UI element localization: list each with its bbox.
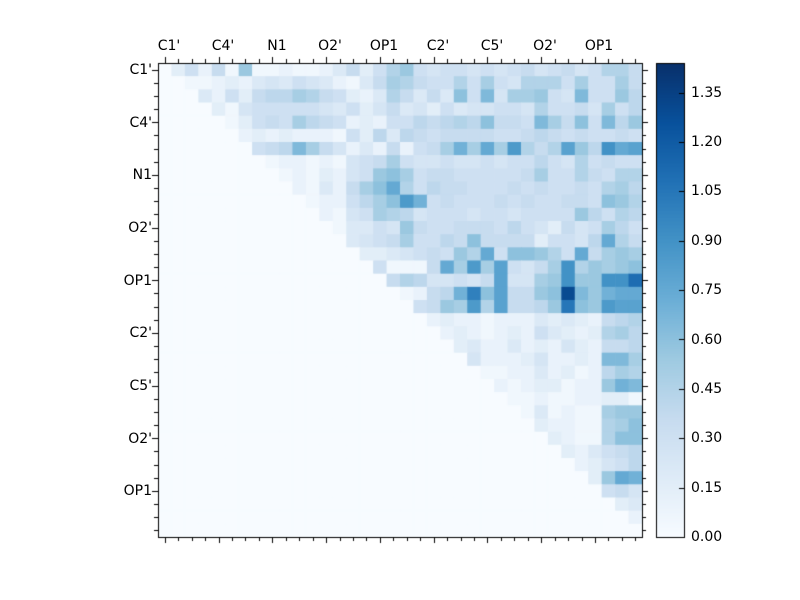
y-axis-label: OP1 <box>123 483 152 499</box>
y-axis-label: O2' <box>128 431 152 447</box>
x-axis-label: C4' <box>211 38 235 54</box>
colorbar-tick-label: 0.30 <box>691 430 723 446</box>
y-axis-label: C5' <box>129 378 152 394</box>
colorbar-tick-label: 1.20 <box>691 134 723 150</box>
colorbar-tick-label: 0.75 <box>691 282 723 298</box>
y-axis-label: C4' <box>129 115 152 131</box>
x-axis-label: N1 <box>267 38 287 54</box>
colorbar-tick-label: 0.00 <box>691 529 723 545</box>
x-axis-label: O2' <box>533 38 557 54</box>
colorbar-tick-label: 0.45 <box>691 381 723 397</box>
x-axis-label: OP1 <box>584 38 614 54</box>
y-axis-label: N1 <box>132 167 152 183</box>
colorbar-tick-label: 1.35 <box>691 85 723 101</box>
x-axis-label: C1' <box>157 38 181 54</box>
x-axis-label: C2' <box>426 38 450 54</box>
colorbar-tick-label: 0.15 <box>691 480 723 496</box>
x-axis-label: OP1 <box>369 38 399 54</box>
y-axis-label: OP1 <box>123 273 152 289</box>
y-axis-label: C2' <box>129 325 152 341</box>
x-axis-label: C5' <box>480 38 504 54</box>
colorbar-tick-label: 1.05 <box>691 183 723 199</box>
y-axis-label: C1' <box>129 62 152 78</box>
colorbar-tick-label: 0.90 <box>691 233 723 249</box>
y-axis-label: O2' <box>128 220 152 236</box>
colorbar-tick-label: 0.60 <box>691 332 723 348</box>
x-axis-label: O2' <box>318 38 342 54</box>
